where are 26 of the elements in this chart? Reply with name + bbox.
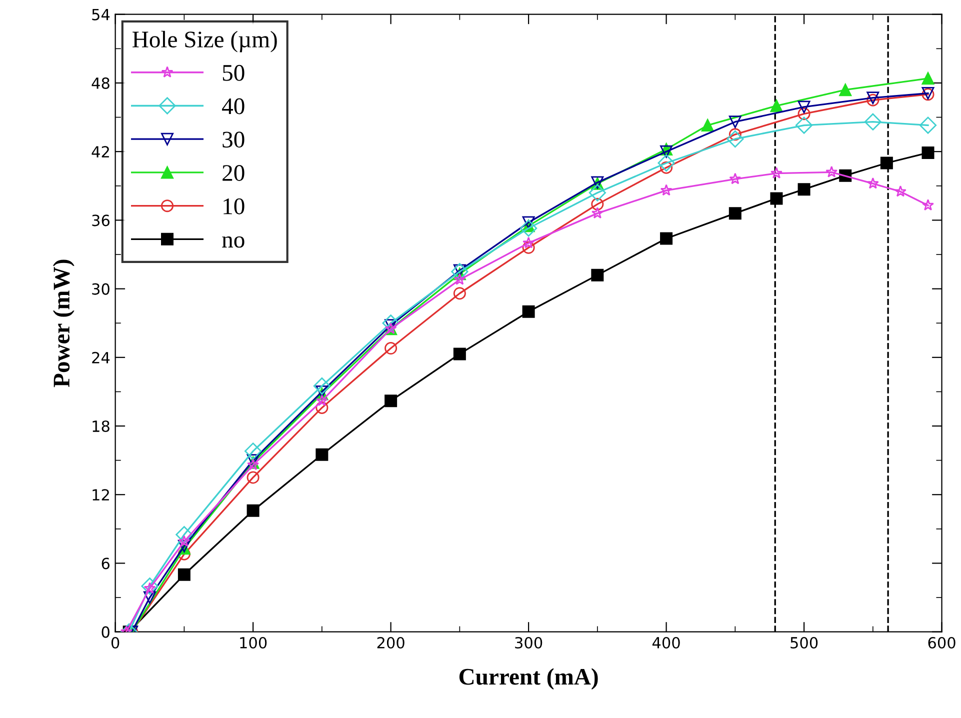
y-tick-label: 24 <box>92 352 110 364</box>
legend-label: 50 <box>222 64 244 81</box>
x-tick-label: 500 <box>790 636 818 649</box>
x-tick-label: 200 <box>377 636 404 649</box>
legend-title: Hole Size (µm) <box>132 30 277 52</box>
y-tick-label: 54 <box>92 9 110 20</box>
x-axis-title: Current (mA) <box>459 668 598 690</box>
x-tick-label: 0 <box>111 636 120 649</box>
x-tick-label: 100 <box>240 636 267 649</box>
y-tick-label: 36 <box>92 214 110 226</box>
y-tick-label: 18 <box>92 420 110 432</box>
legend-label: 20 <box>222 165 244 181</box>
legend-label: no <box>222 236 244 248</box>
y-tick-label: 12 <box>92 489 109 500</box>
x-tick-label: 400 <box>652 636 680 649</box>
y-tick-label: 30 <box>92 283 110 295</box>
y-tick-label: 42 <box>92 146 109 158</box>
y-axis-title: Power (mW) <box>52 260 74 388</box>
legend-label: 10 <box>224 198 244 214</box>
y-tick-label: 48 <box>92 77 110 89</box>
x-tick-label: 300 <box>515 636 542 649</box>
y-tick-label: 0 <box>102 626 110 638</box>
legend-label: 30 <box>222 132 244 148</box>
legend-label: 40 <box>222 98 244 114</box>
y-tick-label: 6 <box>102 558 110 570</box>
x-tick-label: 600 <box>928 636 956 649</box>
